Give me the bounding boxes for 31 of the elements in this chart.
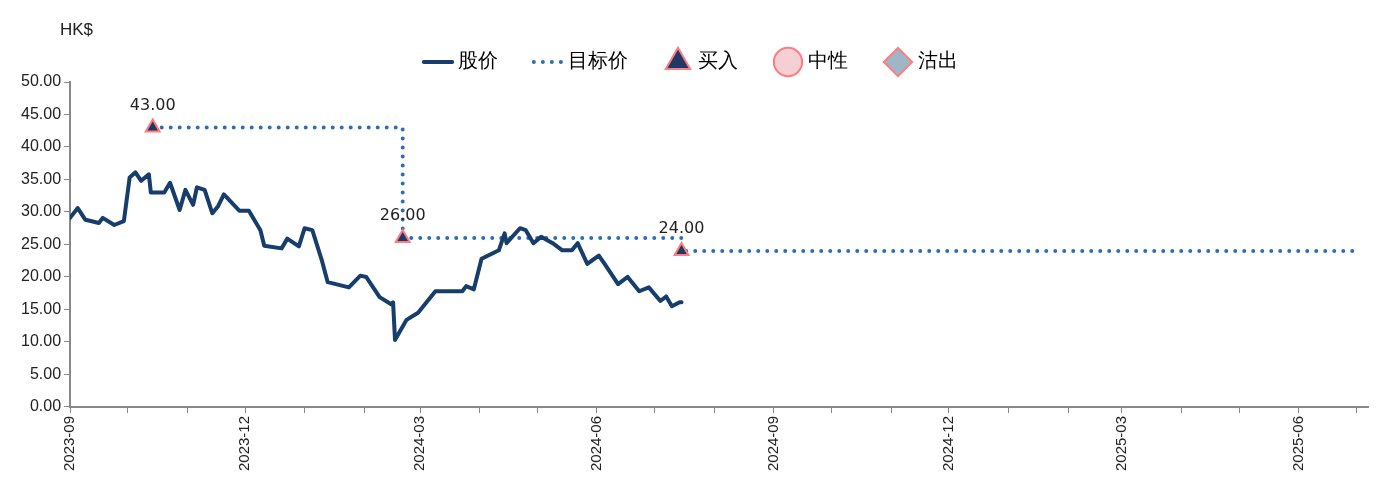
x-tick-label: 2024-06 <box>587 415 605 472</box>
y-tick-label: 30.00 <box>20 202 62 220</box>
legend-label: 买入 <box>698 48 738 73</box>
y-tick-label: 10.00 <box>20 332 62 350</box>
x-tick-label: 2024-09 <box>763 415 781 472</box>
x-tick-label: 2023-12 <box>235 415 253 472</box>
legend-label: 股价 <box>458 48 498 73</box>
y-tick-label: 15.00 <box>20 299 62 317</box>
legend-label: 沽出 <box>918 48 958 73</box>
data-label: 26.00 <box>379 205 426 225</box>
data-label: 43.00 <box>129 94 176 114</box>
x-tick-label: 2024-12 <box>938 415 956 472</box>
y-tick-label: 45.00 <box>20 104 62 122</box>
y-tick-label: 25.00 <box>20 234 62 252</box>
data-label: 24.00 <box>658 218 705 238</box>
x-tick-label: 2024-03 <box>410 415 428 472</box>
y-tick-label: 0.00 <box>29 397 62 415</box>
y-axis-title: HK$ <box>60 19 94 39</box>
point <box>144 118 161 133</box>
x-tick-label: 2025-03 <box>1112 415 1130 472</box>
y-tick-label: 35.00 <box>20 169 62 187</box>
x-tick-label: 2023-09 <box>60 415 78 472</box>
y-tick-label: 50.00 <box>20 72 62 90</box>
legend-label: 中性 <box>808 48 848 73</box>
legend-label: 目标价 <box>568 48 628 73</box>
y-tick-label: 20.00 <box>20 267 62 285</box>
y-tick-label: 5.00 <box>29 364 62 382</box>
x-tick-label: 2025-06 <box>1288 415 1306 472</box>
y-tick-label: 40.00 <box>20 137 62 155</box>
point <box>673 241 690 256</box>
point <box>394 228 411 243</box>
